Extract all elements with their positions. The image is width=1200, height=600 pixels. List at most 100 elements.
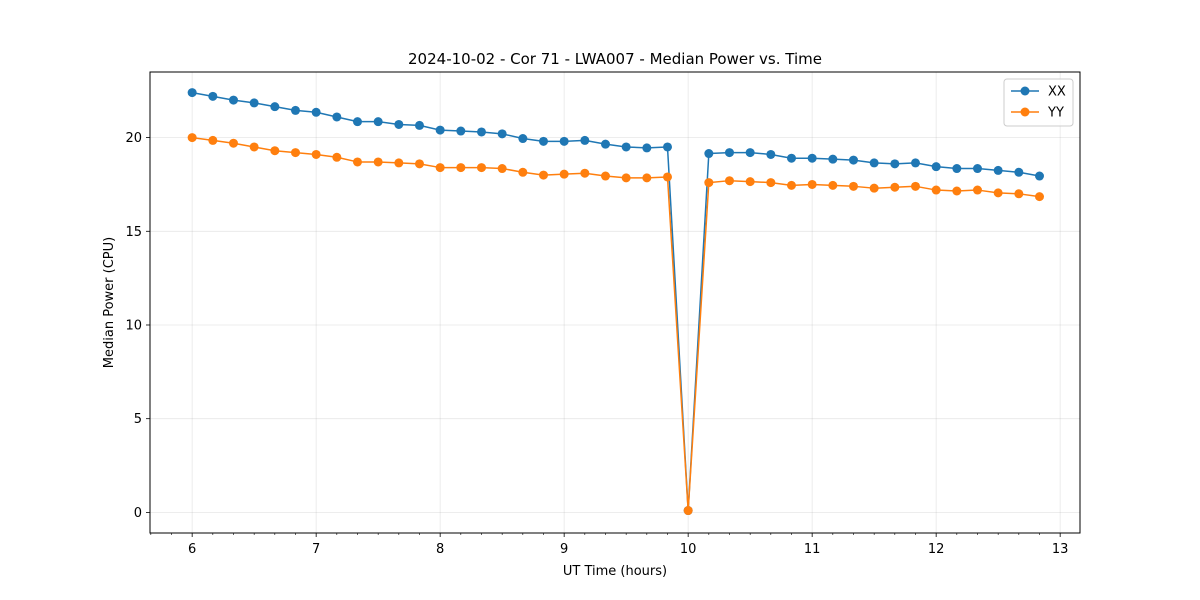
- data-point-xx: [476, 127, 486, 137]
- data-point-xx: [745, 148, 755, 158]
- series-xx: [187, 88, 1044, 516]
- data-point-yy: [683, 506, 693, 516]
- x-tick-label: 7: [312, 542, 320, 557]
- x-tick-label: 12: [928, 542, 945, 557]
- data-point-xx: [208, 91, 218, 101]
- x-tick-label: 10: [680, 542, 697, 557]
- data-point-xx: [332, 112, 342, 122]
- data-point-yy: [414, 159, 424, 169]
- data-point-yy: [394, 158, 404, 168]
- series-yy: [187, 133, 1044, 516]
- data-point-yy: [745, 177, 755, 187]
- data-point-yy: [518, 167, 528, 177]
- data-point-yy: [373, 157, 383, 167]
- data-point-xx: [290, 105, 300, 115]
- data-point-xx: [642, 143, 652, 153]
- data-point-yy: [952, 186, 962, 196]
- data-point-yy: [766, 178, 776, 188]
- plot-frame: [149, 71, 1081, 534]
- data-point-yy: [910, 181, 920, 191]
- data-point-xx: [373, 117, 383, 127]
- data-point-xx: [993, 165, 1003, 175]
- data-point-yy: [476, 163, 486, 173]
- data-point-xx: [518, 134, 528, 144]
- y-axis-label: Median Power (CPU): [102, 237, 117, 368]
- y-tick-label: 15: [125, 225, 142, 240]
- data-point-xx: [828, 154, 838, 164]
- data-point-yy: [972, 185, 982, 195]
- data-point-xx: [848, 155, 858, 165]
- data-point-yy: [290, 148, 300, 158]
- data-point-xx: [1014, 167, 1024, 177]
- data-point-yy: [848, 181, 858, 191]
- data-point-yy: [828, 180, 838, 190]
- data-point-xx: [435, 125, 445, 135]
- data-point-xx: [414, 120, 424, 130]
- data-point-xx: [456, 126, 466, 136]
- data-point-yy: [662, 172, 672, 182]
- data-point-yy: [869, 183, 879, 193]
- data-point-xx: [662, 142, 672, 152]
- y-tick-label: 5: [134, 412, 142, 427]
- series-layer: [187, 88, 1044, 516]
- data-point-xx: [394, 119, 404, 129]
- data-point-yy: [724, 176, 734, 186]
- data-point-xx: [952, 164, 962, 174]
- data-point-yy: [208, 135, 218, 145]
- data-point-xx: [538, 136, 548, 146]
- data-point-yy: [497, 164, 507, 174]
- data-point-xx: [931, 162, 941, 172]
- data-point-xx: [786, 153, 796, 163]
- ticks: 6 7 8 9 10 11 12 13 0 5 10 15 20: [125, 131, 1068, 557]
- data-point-xx: [724, 148, 734, 158]
- data-point-xx: [228, 95, 238, 105]
- x-tick-label: 6: [188, 542, 196, 557]
- data-point-yy: [890, 182, 900, 192]
- data-point-yy: [228, 138, 238, 148]
- data-point-yy: [580, 168, 590, 178]
- legend-label-yy: YY: [1047, 106, 1064, 121]
- data-point-yy: [600, 171, 610, 181]
- data-point-yy: [538, 170, 548, 180]
- data-point-xx: [1034, 171, 1044, 181]
- data-point-yy: [352, 157, 362, 167]
- y-tick-label: 10: [125, 318, 142, 333]
- data-point-xx: [580, 135, 590, 145]
- data-point-xx: [621, 142, 631, 152]
- data-point-xx: [249, 98, 259, 108]
- data-point-yy: [993, 188, 1003, 198]
- data-point-yy: [270, 146, 280, 156]
- y-tick-label: 0: [134, 506, 142, 521]
- data-point-yy: [1034, 192, 1044, 202]
- chart-title: 2024-10-02 - Cor 71 - LWA007 - Median Po…: [408, 50, 822, 68]
- data-point-yy: [332, 152, 342, 162]
- data-point-xx: [352, 117, 362, 127]
- data-point-yy: [786, 180, 796, 190]
- legend: XX YY: [1003, 78, 1074, 127]
- data-point-xx: [187, 88, 197, 98]
- legend-label-xx: XX: [1048, 85, 1066, 100]
- x-tick-label: 8: [436, 542, 444, 557]
- data-point-xx: [807, 153, 817, 163]
- y-tick-label: 20: [125, 131, 142, 146]
- data-point-yy: [642, 173, 652, 183]
- data-point-xx: [910, 158, 920, 168]
- data-point-xx: [890, 159, 900, 169]
- x-tick-label: 13: [1052, 542, 1069, 557]
- x-tick-label: 11: [804, 542, 821, 557]
- data-point-yy: [931, 185, 941, 195]
- data-point-yy: [187, 133, 197, 143]
- data-point-yy: [249, 142, 259, 152]
- data-point-xx: [497, 129, 507, 139]
- data-point-xx: [559, 136, 569, 146]
- data-point-xx: [704, 149, 714, 159]
- data-point-xx: [270, 102, 280, 112]
- legend-marker-yy: [1020, 107, 1030, 117]
- x-tick-label: 9: [560, 542, 568, 557]
- data-point-yy: [435, 163, 445, 173]
- data-point-xx: [869, 158, 879, 168]
- data-point-yy: [311, 149, 321, 159]
- data-point-yy: [704, 178, 714, 188]
